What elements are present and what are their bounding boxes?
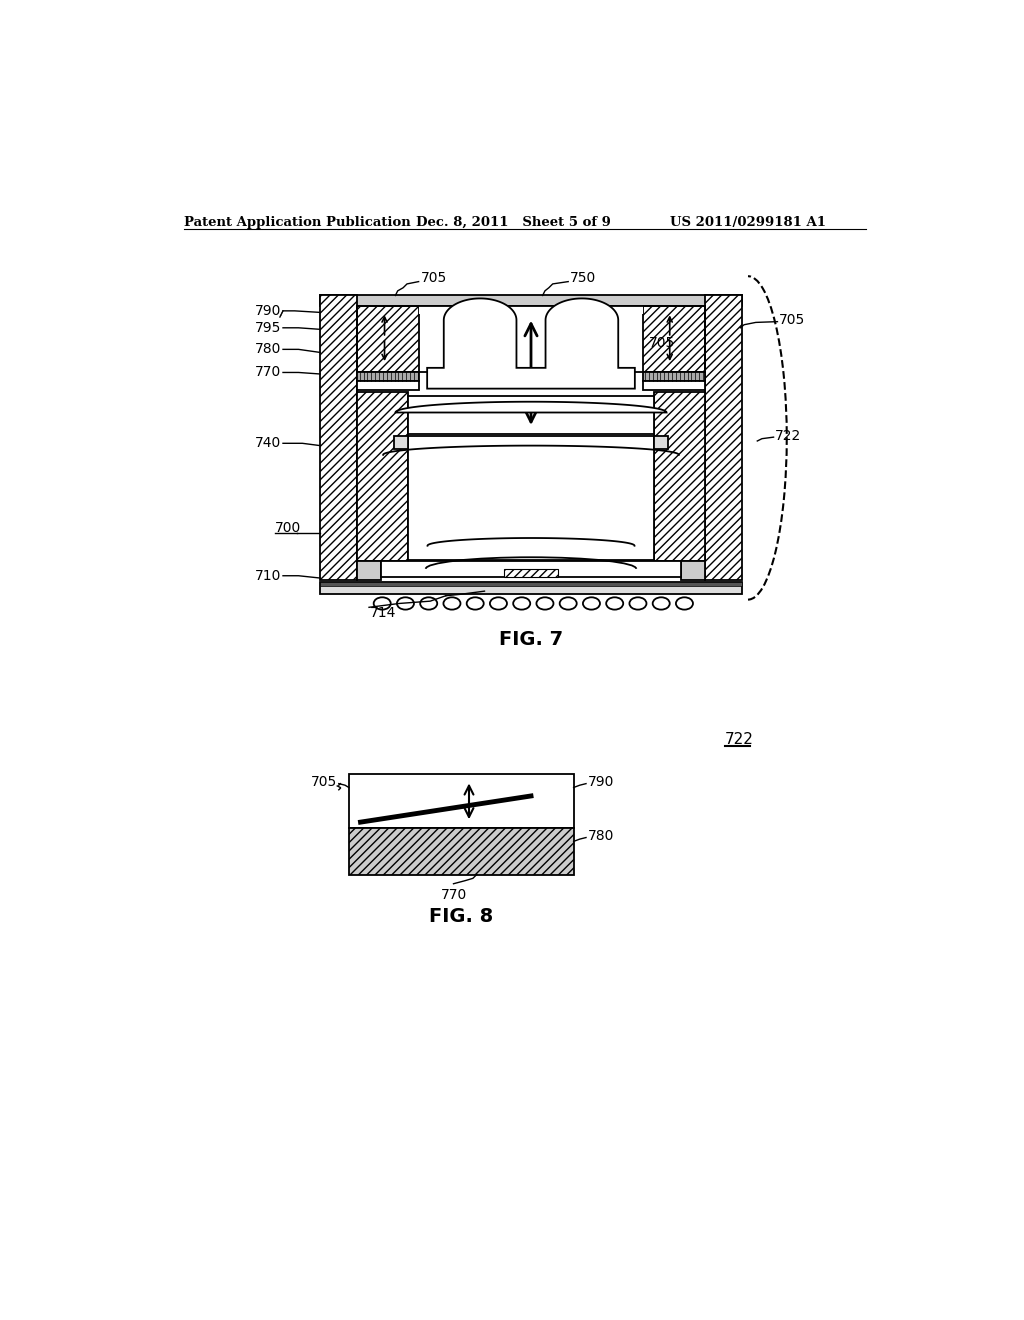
- Text: FIG. 7: FIG. 7: [499, 630, 563, 649]
- Bar: [643, 306, 705, 372]
- Bar: [357, 306, 705, 372]
- Ellipse shape: [560, 597, 577, 610]
- Bar: [357, 306, 420, 372]
- Bar: [349, 829, 573, 875]
- Ellipse shape: [397, 597, 414, 610]
- Ellipse shape: [467, 597, 483, 610]
- Bar: [357, 381, 420, 391]
- Ellipse shape: [513, 597, 530, 610]
- Text: 722: 722: [725, 733, 754, 747]
- Bar: [654, 436, 669, 449]
- Bar: [321, 582, 741, 594]
- Text: 770: 770: [440, 888, 467, 903]
- Text: 790: 790: [588, 775, 614, 789]
- Ellipse shape: [537, 597, 554, 610]
- Text: US 2011/0299181 A1: US 2011/0299181 A1: [671, 216, 826, 230]
- Bar: [705, 296, 741, 581]
- Polygon shape: [427, 298, 635, 388]
- Bar: [357, 372, 420, 381]
- Bar: [394, 436, 408, 449]
- Ellipse shape: [583, 597, 600, 610]
- Text: 705: 705: [649, 337, 675, 350]
- Text: 705: 705: [421, 271, 447, 285]
- Bar: [408, 436, 654, 560]
- Text: 795: 795: [255, 321, 282, 335]
- Polygon shape: [395, 401, 667, 412]
- Ellipse shape: [489, 597, 507, 610]
- Bar: [420, 306, 643, 314]
- Bar: [654, 392, 705, 561]
- Text: 790: 790: [255, 304, 282, 318]
- Text: 780: 780: [255, 342, 282, 356]
- Text: 705: 705: [311, 775, 337, 789]
- Ellipse shape: [420, 597, 437, 610]
- Bar: [643, 372, 705, 381]
- Bar: [504, 569, 558, 577]
- Text: 722: 722: [775, 429, 802, 442]
- Bar: [357, 392, 408, 561]
- Text: 700: 700: [275, 521, 301, 535]
- Text: FIG. 8: FIG. 8: [429, 907, 494, 927]
- Ellipse shape: [676, 597, 693, 610]
- Bar: [357, 561, 381, 581]
- Bar: [321, 582, 741, 586]
- Ellipse shape: [606, 597, 624, 610]
- Text: Patent Application Publication: Patent Application Publication: [183, 216, 411, 230]
- Text: Dec. 8, 2011   Sheet 5 of 9: Dec. 8, 2011 Sheet 5 of 9: [417, 216, 611, 230]
- Text: 780: 780: [588, 829, 614, 843]
- Ellipse shape: [443, 597, 461, 610]
- Text: 770: 770: [255, 366, 282, 379]
- Text: 710: 710: [255, 569, 282, 582]
- Bar: [681, 561, 705, 581]
- Bar: [643, 381, 705, 391]
- Bar: [408, 396, 654, 434]
- Text: 714: 714: [370, 606, 396, 619]
- Text: 750: 750: [569, 271, 596, 285]
- Text: 740: 740: [255, 437, 282, 450]
- Bar: [321, 296, 357, 581]
- Text: 705: 705: [779, 313, 805, 327]
- Ellipse shape: [652, 597, 670, 610]
- Bar: [381, 561, 681, 577]
- Ellipse shape: [630, 597, 646, 610]
- Ellipse shape: [374, 597, 391, 610]
- Bar: [349, 775, 573, 829]
- Bar: [321, 296, 741, 306]
